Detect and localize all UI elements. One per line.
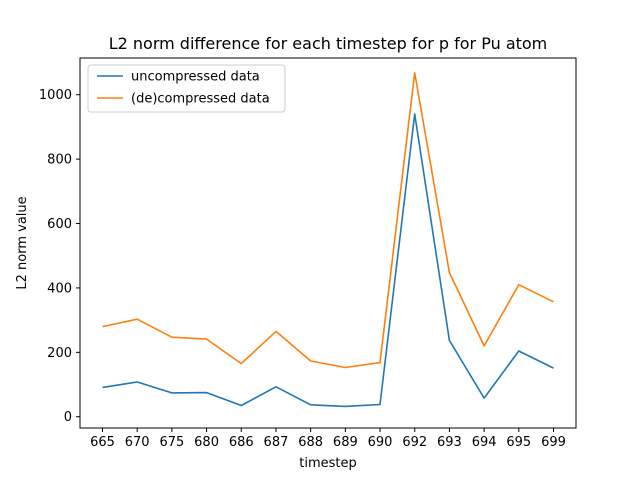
legend-label-0: uncompressed data <box>131 70 260 85</box>
x-axis: 665 670 675 680 686 687 688 689 690 692 693 694 695 6… <box>90 428 566 450</box>
y-tick-label: 400 <box>47 281 72 296</box>
x-axis-label: timestep <box>299 456 357 471</box>
x-tick-label: 690 <box>368 435 393 450</box>
legend: uncompressed data (de)compressed data <box>87 64 286 113</box>
x-tick-label: 689 <box>333 435 358 450</box>
x-tick-label: 688 <box>298 435 323 450</box>
legend-label-1: (de)compressed data <box>131 92 270 107</box>
y-axis: 0 200 400 600 800 1000 <box>39 88 80 425</box>
y-tick-label: 600 <box>47 217 72 232</box>
x-tick-label: 665 <box>90 435 115 450</box>
y-tick-label: 0 <box>64 410 72 425</box>
plot-area <box>102 72 554 408</box>
legend-box <box>87 64 286 113</box>
x-tick-label: 692 <box>402 435 427 450</box>
x-tick-label: 680 <box>194 435 219 450</box>
series-line-1 <box>102 72 554 369</box>
y-tick-label: 200 <box>47 346 72 361</box>
x-tick-label: 695 <box>506 435 531 450</box>
x-tick-label: 694 <box>472 435 497 450</box>
series-line-0 <box>102 113 554 408</box>
y-tick-label: 800 <box>47 153 72 168</box>
y-axis-label: L2 norm value <box>15 196 30 289</box>
x-tick-label: 699 <box>541 435 566 450</box>
x-tick-label: 693 <box>437 435 462 450</box>
y-tick-label: 1000 <box>39 88 72 103</box>
x-tick-label: 686 <box>229 435 254 450</box>
x-tick-label: 670 <box>125 435 150 450</box>
plot-frame <box>79 57 577 429</box>
chart-title: L2 norm difference for each timestep for… <box>109 34 548 53</box>
x-tick-label: 687 <box>264 435 289 450</box>
x-tick-label: 675 <box>159 435 184 450</box>
